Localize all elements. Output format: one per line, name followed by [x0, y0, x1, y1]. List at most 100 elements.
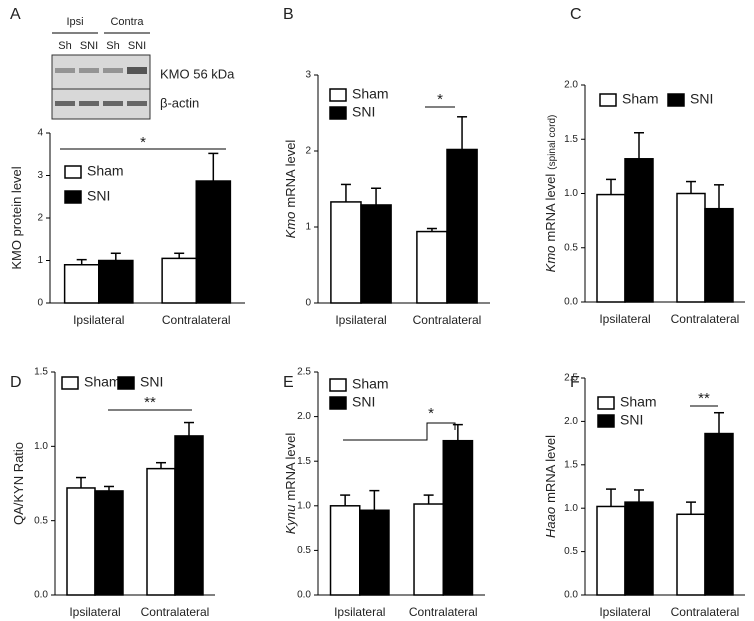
bar	[63, 264, 100, 304]
y-axis-label-text: mRNA level	[543, 435, 558, 503]
y-tick-label: 0.5	[297, 545, 311, 556]
significance-bracket	[343, 422, 456, 441]
y-tick-label: 0.5	[34, 515, 48, 526]
y-tick-label: 0	[37, 298, 43, 309]
y-tick-label: 1.0	[297, 500, 311, 511]
x-tick-label: Ipsilateral	[335, 313, 386, 327]
y-axis-label: Haao mRNA level	[543, 435, 558, 538]
legend-swatch	[329, 396, 347, 410]
legend-label: Sham	[620, 394, 657, 410]
y-tick-label: 1	[305, 222, 311, 233]
y-axis-label-gene: Haao	[543, 507, 558, 538]
legend-swatch	[61, 376, 79, 390]
y-axis-label-gene: Kynu	[283, 505, 298, 535]
y-tick-label: 0	[305, 298, 311, 309]
panel-letter: E	[283, 374, 294, 391]
x-tick-label: Ipsilateral	[334, 605, 385, 619]
x-tick-label: Contralateral	[141, 605, 210, 619]
x-tick-label: Contralateral	[409, 605, 478, 619]
blot-lane: SNI	[128, 40, 146, 52]
western-blot: Ipsi Contra Sh SNI Sh SNI KMO 56 kDa β-a…	[51, 16, 235, 120]
blot-frame	[51, 54, 151, 120]
y-tick-label: 2.0	[297, 411, 311, 422]
legend-swatch	[329, 378, 347, 392]
panel-letter: B	[283, 6, 294, 23]
bar	[174, 435, 204, 596]
panel-letter: D	[10, 374, 22, 391]
y-tick-label: 1.0	[34, 441, 48, 452]
y-axis-label-text: KMO protein level	[9, 166, 24, 269]
blot-band	[55, 68, 75, 73]
legend-label: SNI	[352, 394, 375, 410]
legend-label: SNI	[140, 374, 163, 390]
y-axis-label-gene: Kmo	[543, 246, 558, 273]
x-tick-label: Contralateral	[671, 312, 740, 326]
legend-label: SNI	[87, 188, 110, 204]
y-tick-label: 1.5	[564, 134, 578, 145]
bar	[329, 505, 361, 596]
y-tick-label: 2	[305, 146, 311, 157]
bar	[442, 439, 474, 596]
y-axis-label: Kmo mRNA level	[283, 140, 298, 239]
significance-label: *	[437, 91, 443, 108]
x-tick-label: Ipsilateral	[73, 313, 124, 327]
bar	[676, 192, 706, 303]
legend-label: SNI	[352, 104, 375, 120]
bar	[624, 158, 654, 303]
blot-band	[103, 68, 123, 73]
y-axis-label-text: QA/KYN Ratio	[11, 442, 26, 525]
bar	[624, 501, 654, 596]
y-axis-label-text: mRNA level	[543, 174, 558, 242]
x-tick-label: Ipsilateral	[69, 605, 120, 619]
blot-lane: SNI	[80, 40, 98, 52]
blot-band	[103, 101, 123, 106]
bar	[195, 180, 232, 304]
x-tick-label: Contralateral	[671, 605, 740, 619]
legend-swatch	[117, 376, 135, 390]
y-axis-label-gene: Kmo	[283, 212, 298, 239]
y-tick-label: 2	[37, 213, 43, 224]
y-axis-label: Kmo mRNA level (spinal cord)	[543, 115, 558, 273]
blot-band	[55, 101, 75, 106]
legend-label: Sham	[352, 86, 389, 102]
y-tick-label: 2.5	[564, 373, 578, 384]
blot-row-label: β-actin	[160, 95, 199, 110]
legend-label: SNI	[620, 412, 643, 428]
x-tick-label: Contralateral	[162, 313, 231, 327]
y-tick-label: 4	[37, 128, 43, 139]
blot-band	[127, 101, 147, 106]
legend-swatch	[599, 93, 617, 107]
blot-band	[79, 101, 99, 106]
bar	[704, 207, 734, 303]
legend-label: Sham	[87, 163, 124, 179]
bar	[146, 467, 176, 596]
y-axis-label: QA/KYN Ratio	[11, 442, 26, 525]
legend-swatch	[597, 414, 615, 428]
bar	[94, 490, 124, 596]
bar	[360, 204, 392, 304]
panel-letter: A	[10, 6, 21, 23]
y-tick-label: 2.5	[297, 367, 311, 378]
x-tick-label: Ipsilateral	[599, 312, 650, 326]
y-tick-label: 1.5	[564, 459, 578, 470]
y-axis-label-text: mRNA level	[283, 433, 298, 501]
legend-label: SNI	[690, 91, 713, 107]
legend-swatch	[597, 396, 615, 410]
legend-swatch	[64, 165, 82, 179]
blot-band	[127, 67, 147, 74]
y-tick-label: 1.5	[297, 456, 311, 467]
bar	[596, 193, 626, 303]
y-axis-label-note: (spinal cord)	[547, 115, 558, 170]
y-axis-label: Kynu mRNA level	[283, 433, 298, 535]
y-tick-label: 1.5	[34, 367, 48, 378]
bar	[359, 509, 390, 596]
significance-label: **	[144, 394, 156, 411]
y-tick-label: 1	[37, 255, 43, 266]
y-tick-label: 0.0	[297, 590, 311, 601]
bar	[416, 230, 448, 304]
y-tick-label: 2.0	[564, 416, 578, 427]
bar	[98, 259, 134, 304]
bar	[446, 148, 478, 304]
significance-label: **	[698, 390, 710, 407]
blot-band	[79, 68, 99, 73]
